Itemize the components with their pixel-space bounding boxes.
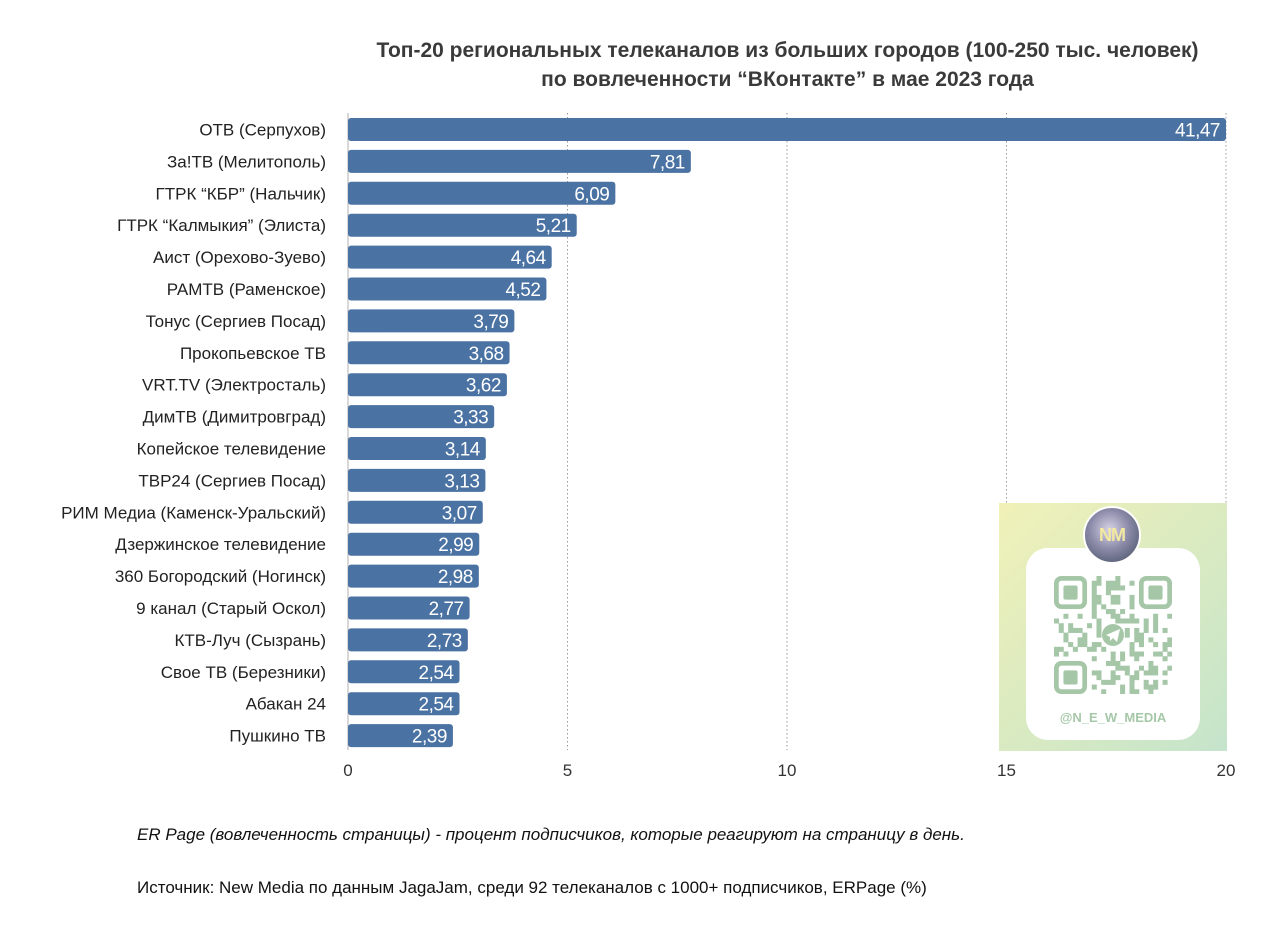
category-label: Копейское телевидение <box>137 440 326 459</box>
value-label: 5,21 <box>536 216 571 237</box>
bar[interactable] <box>348 309 515 333</box>
category-label: Абакан 24 <box>246 695 326 714</box>
bar-row: ДимТВ (Димитровград) 3,33 <box>143 405 495 429</box>
value-label: 2,77 <box>429 599 464 620</box>
chart-title: Топ-20 региональных телеканалов из больш… <box>330 36 1245 94</box>
bar[interactable] <box>348 628 468 652</box>
value-label: 3,62 <box>466 376 501 397</box>
bar[interactable] <box>348 118 1226 141</box>
bar-row: ГТРК “Калмыкия” (Элиста) 5,21 <box>117 213 577 237</box>
bar-row: КТВ-Луч (Сызрань) 2,73 <box>175 628 468 652</box>
bar[interactable] <box>348 373 507 397</box>
bar[interactable] <box>348 468 486 492</box>
value-label: 3,33 <box>453 408 488 429</box>
bar[interactable] <box>348 532 480 556</box>
value-label: 2,98 <box>438 567 473 588</box>
category-label: 9 канал (Старый Оскол) <box>136 599 326 618</box>
bar[interactable] <box>348 564 479 588</box>
value-label: 7,81 <box>650 152 685 173</box>
chart-title-line-1: Топ-20 региональных телеканалов из больш… <box>376 39 1199 62</box>
bar[interactable] <box>348 437 486 460</box>
category-label: 360 Богородский (Ногинск) <box>115 567 326 586</box>
bar-row: Абакан 24 2,54 <box>246 692 460 716</box>
value-label: 2,73 <box>427 631 462 652</box>
x-tick-label: 10 <box>778 761 797 780</box>
metric-definition-note: ER Page (вовлеченность страницы) - проце… <box>137 825 965 844</box>
category-label: ГТРК “КБР” (Нальчик) <box>156 184 326 203</box>
x-tick-label: 0 <box>343 761 352 780</box>
bar-row: Пушкино ТВ 2,39 <box>229 724 453 748</box>
category-label: Свое ТВ (Березники) <box>161 663 326 682</box>
bar-row: Аист (Орехово-Зуево) 4,64 <box>153 245 552 269</box>
category-label: РИМ Медиа (Каменск-Уральский) <box>61 503 326 522</box>
category-label: ОТВ (Серпухов) <box>199 121 326 140</box>
value-label: 2,54 <box>419 695 455 716</box>
channel-avatar: NM <box>1083 506 1141 564</box>
bar-row: ГТРК “КБР” (Нальчик) 6,09 <box>156 181 616 205</box>
category-label: ДимТВ (Димитровград) <box>143 408 326 427</box>
value-label: 3,14 <box>445 440 481 461</box>
category-label: КТВ-Луч (Сызрань) <box>175 631 326 650</box>
bar-row: Тонус (Сергиев Посад) 3,79 <box>146 309 515 333</box>
x-tick-label: 20 <box>1217 761 1236 780</box>
value-label: 2,54 <box>419 663 455 684</box>
bar[interactable] <box>348 245 552 269</box>
bar[interactable] <box>348 341 510 365</box>
value-label: 4,52 <box>505 280 540 301</box>
channel-handle[interactable]: @N_E_W_MEDIA <box>1059 710 1167 725</box>
paper-plane-icon <box>1106 629 1120 642</box>
bar[interactable] <box>348 692 460 716</box>
bar[interactable] <box>348 181 616 205</box>
category-label: Пушкино ТВ <box>229 727 326 746</box>
bar[interactable] <box>348 405 495 429</box>
chart-title-line-2: по вовлеченности “ВКонтакте” в мае 2023 … <box>541 68 1034 91</box>
qr-promo-block: @N_E_W_MEDIA NM <box>999 503 1227 751</box>
bar[interactable] <box>348 277 547 301</box>
bar[interactable] <box>348 660 460 684</box>
bar-row: ТВР24 (Сергиев Посад) 3,13 <box>138 468 486 492</box>
value-label: 3,79 <box>473 312 508 333</box>
bar-row: 9 канал (Старый Оскол) 2,77 <box>136 596 470 620</box>
category-label: За!ТВ (Мелитополь) <box>167 152 326 171</box>
value-label: 4,64 <box>511 248 547 269</box>
x-tick-label: 15 <box>997 761 1016 780</box>
value-label: 3,13 <box>444 471 479 492</box>
bar-row: 360 Богородский (Ногинск) 2,98 <box>115 564 479 588</box>
category-label: РАМТВ (Раменское) <box>167 280 326 299</box>
value-label: 3,07 <box>442 503 477 524</box>
category-label: Тонус (Сергиев Посад) <box>146 312 326 331</box>
bar-chart: 0 5 10 15 20 ОТВ (Серпухов) 41,47 За!ТВ (Мелито… <box>61 113 1236 780</box>
bar-row: Копейское телевидение 3,14 <box>137 437 486 461</box>
value-label: 6,09 <box>574 184 609 205</box>
bar-row: За!ТВ (Мелитополь) 7,81 <box>167 149 691 173</box>
value-label: 3,68 <box>469 344 504 365</box>
category-label: ГТРК “Калмыкия” (Элиста) <box>117 216 326 235</box>
category-label: Прокопьевское ТВ <box>180 344 326 363</box>
bar-row: VRT.TV (Электросталь) 3,62 <box>142 373 507 397</box>
bar-row: Дзержинское телевидение 2,99 <box>115 532 480 556</box>
value-label: 2,39 <box>412 727 447 748</box>
x-tick-label: 5 <box>563 761 572 780</box>
category-label: VRT.TV (Электросталь) <box>142 376 326 395</box>
bar[interactable] <box>348 149 691 173</box>
category-label: ТВР24 (Сергиев Посад) <box>138 471 326 490</box>
bar[interactable] <box>348 213 577 237</box>
qr-card: @N_E_W_MEDIA <box>1026 548 1200 740</box>
bar-row: Свое ТВ (Березники) 2,54 <box>161 660 460 684</box>
category-label: Аист (Орехово-Зуево) <box>153 248 326 267</box>
source-note: Источник: New Media по данным JagaJam, с… <box>137 878 927 897</box>
bar[interactable] <box>348 500 483 524</box>
bar[interactable] <box>348 724 453 748</box>
category-label: Дзержинское телевидение <box>115 535 326 554</box>
value-label: 41,47 <box>1175 121 1220 142</box>
value-label: 2,99 <box>438 535 473 556</box>
bar-row: Прокопьевское ТВ 3,68 <box>180 341 510 365</box>
bar-row: ОТВ (Серпухов) 41,47 <box>199 118 1226 142</box>
bar[interactable] <box>348 596 470 620</box>
qr-code[interactable] <box>1054 576 1172 694</box>
bar-row: РИМ Медиа (Каменск-Уральский) 3,07 <box>61 500 483 524</box>
bar-row: РАМТВ (Раменское) 4,52 <box>167 277 547 301</box>
